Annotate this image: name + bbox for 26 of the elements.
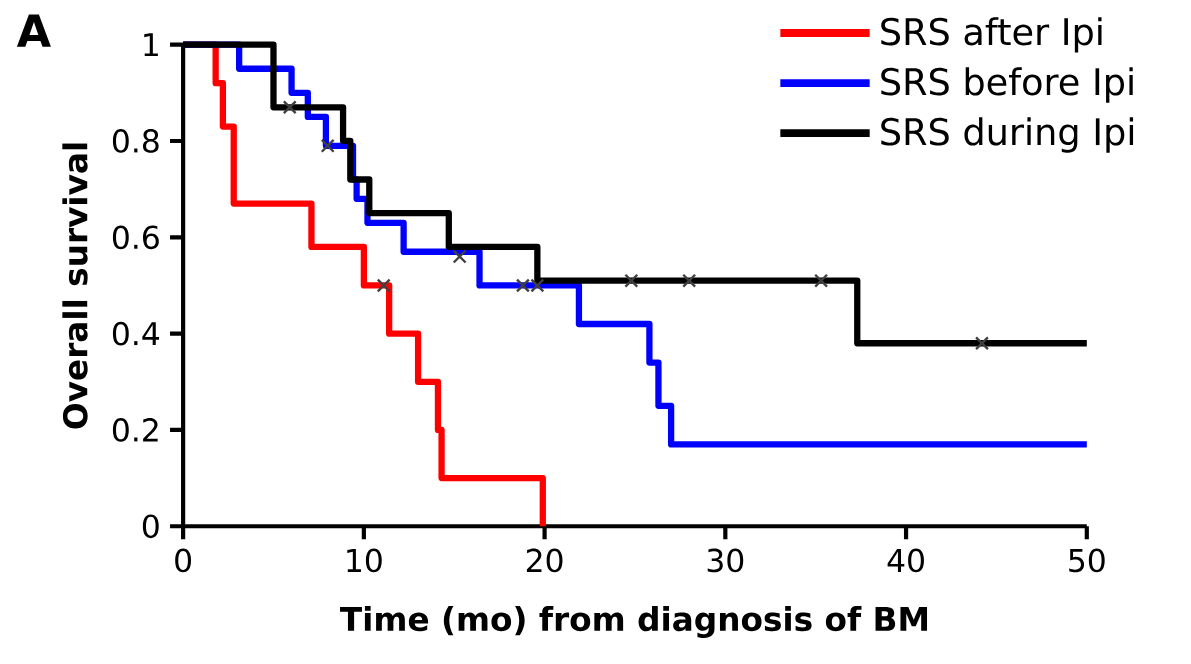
legend-label: SRS during Ipi: [881, 117, 1134, 153]
y-tick-label: 1: [144, 33, 158, 57]
point: [624, 273, 639, 288]
y-tick-label: 0: [142, 514, 159, 539]
point: [452, 249, 467, 264]
y-axis-title: Overall survival: [62, 143, 88, 429]
point: [282, 100, 297, 115]
x-tick-label: 10: [347, 548, 382, 573]
point: [376, 278, 391, 293]
y-tick-label: 0.8: [112, 129, 159, 153]
x-tick-label: 40: [887, 548, 924, 573]
y-tick-label: 0.2: [112, 418, 158, 442]
legend-label: SRS before Ipi: [881, 67, 1133, 103]
y-tick-label: 0.4: [112, 321, 160, 346]
x-tick-label: 50: [1069, 548, 1105, 573]
point: [320, 138, 335, 153]
text: A: [16, 14, 51, 47]
legend-label: SRS after Ipi: [881, 17, 1102, 53]
x-axis-title: Time (mo) from diagnosis of BM: [340, 605, 928, 638]
y-tick-label: 0.6: [112, 225, 159, 250]
x-tick-label: 30: [707, 548, 744, 573]
point: [974, 336, 990, 351]
x-tick-label: 0: [175, 548, 192, 573]
point: [814, 273, 829, 288]
x-tick-label: 20: [526, 548, 563, 573]
point: [682, 273, 697, 288]
